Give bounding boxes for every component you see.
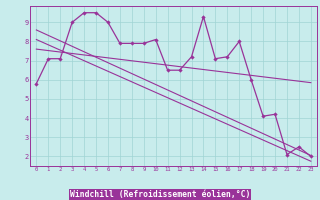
Text: Windchill (Refroidissement éolien,°C): Windchill (Refroidissement éolien,°C)	[70, 190, 250, 199]
